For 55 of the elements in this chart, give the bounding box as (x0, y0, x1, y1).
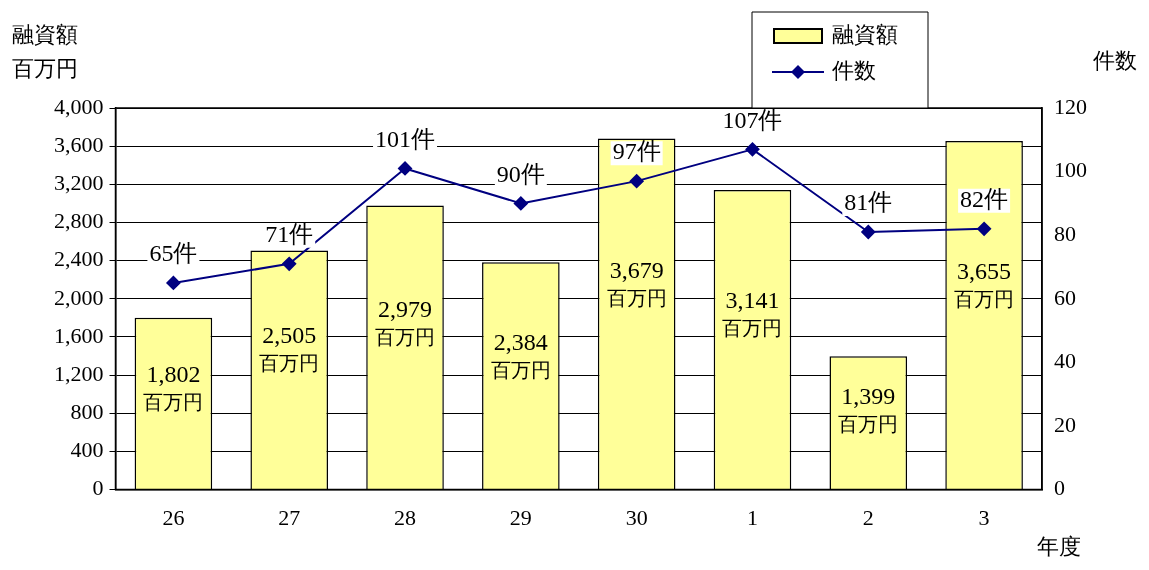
x-tick-label: 29 (509, 504, 532, 530)
y-tick-label: 2,000 (54, 284, 104, 310)
data-label: 65件 (149, 240, 198, 267)
point (745, 142, 760, 157)
data-label: 3,141 百万円 (722, 286, 783, 339)
data-label: 1,399 百万円 (838, 383, 899, 436)
x-tick-label: 3 (978, 504, 990, 530)
data-label: 97件 (612, 138, 661, 165)
y-tick-label: 400 (70, 437, 104, 463)
y2-tick-label: 60 (1054, 284, 1076, 310)
y2-tick-label: 100 (1054, 157, 1087, 183)
x-tick-label: 26 (162, 504, 185, 530)
y-axis-title: 融資額百万円 (12, 21, 78, 81)
y-tick-label: 0 (92, 475, 104, 501)
data-label: 81件 (844, 189, 893, 216)
y-tick-label: 2,800 (54, 208, 104, 234)
point (166, 275, 181, 290)
data-label: 1,802 百万円 (143, 360, 204, 413)
point (629, 174, 644, 189)
y-tick-label: 1,600 (54, 322, 104, 348)
data-label: 2,979 百万円 (375, 295, 436, 348)
data-label: 82件 (960, 186, 1009, 213)
x-tick-label: 2 (862, 504, 874, 530)
point (398, 161, 413, 176)
data-label: 2,384 百万円 (490, 328, 551, 381)
data-label: 90件 (496, 160, 545, 187)
x-tick-label: 1 (746, 504, 758, 530)
data-label: 101件 (375, 125, 436, 152)
legend-label: 融資額 (832, 21, 898, 47)
x-axis-title: 年度 (1037, 533, 1081, 559)
point (282, 256, 297, 271)
point (977, 221, 992, 236)
data-label: 107件 (722, 106, 783, 133)
x-tick-label: 28 (394, 504, 417, 530)
x-tick-label: 30 (625, 504, 648, 530)
y-tick-label: 2,400 (54, 246, 104, 272)
y-tick-label: 3,600 (54, 131, 104, 157)
point (513, 196, 528, 211)
y-tick-label: 800 (70, 399, 104, 425)
y2-tick-label: 80 (1054, 220, 1076, 246)
y-tick-label: 3,200 (54, 170, 104, 196)
data-label: 3,679 百万円 (606, 257, 667, 310)
y-tick-label: 4,000 (54, 93, 104, 119)
legend-label: 件数 (832, 57, 876, 83)
y2-tick-label: 120 (1054, 93, 1087, 119)
data-label: 2,505 百万円 (259, 322, 320, 375)
y2-tick-label: 0 (1054, 475, 1065, 501)
y2-tick-label: 40 (1054, 348, 1076, 374)
y2-axis-title: 件数 (1093, 47, 1137, 73)
data-label: 71件 (265, 221, 314, 248)
data-label: 3,655 百万円 (954, 258, 1015, 311)
x-tick-label: 27 (278, 504, 301, 530)
y-tick-label: 1,200 (54, 360, 104, 386)
point (861, 225, 876, 240)
y2-tick-label: 20 (1054, 411, 1076, 437)
